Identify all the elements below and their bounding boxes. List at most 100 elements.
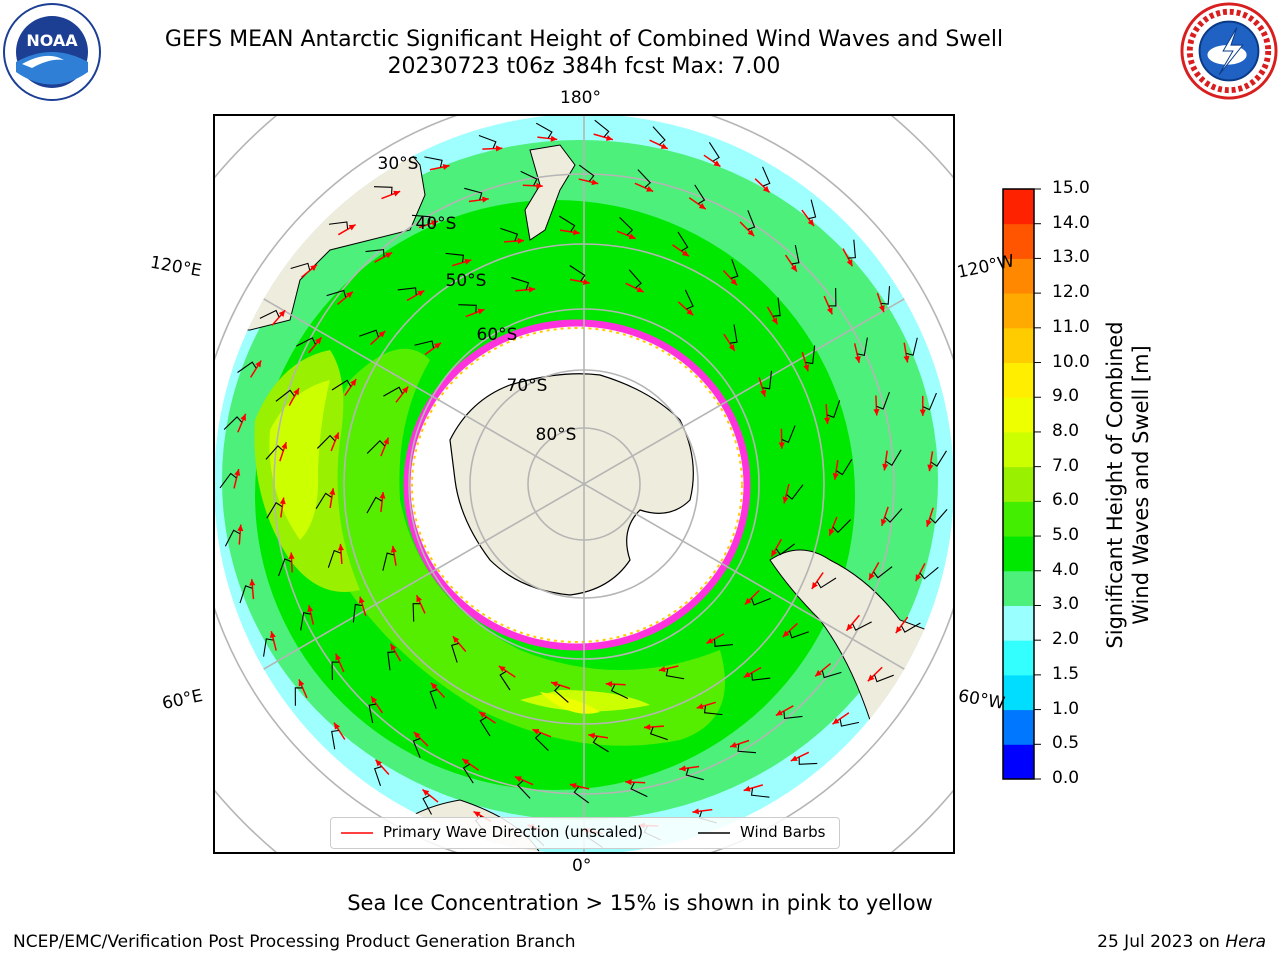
wind-barb — [637, 169, 652, 188]
wind-barb — [929, 508, 948, 524]
wave-arrow-head — [679, 765, 686, 772]
wind-barb — [573, 786, 590, 804]
wind-barb — [610, 684, 629, 700]
wind-barb — [630, 782, 648, 798]
wind-barb — [462, 763, 474, 784]
wave-arrow-head — [334, 722, 340, 730]
wind-barb — [266, 501, 283, 519]
wave-arrow-head — [867, 674, 875, 682]
wave-arrow-head — [473, 811, 481, 818]
wind-barb — [458, 304, 477, 313]
wind-barb — [930, 450, 947, 467]
wave-arrow-head — [393, 190, 401, 197]
wave-arrow-head — [903, 355, 910, 363]
wind-barb — [750, 788, 770, 798]
wave-arrow-head — [430, 682, 438, 690]
wave-arrow-head — [337, 543, 344, 551]
wave-arrow-head — [378, 330, 386, 338]
wind-barb — [445, 252, 465, 263]
wave-arrow-head — [747, 229, 755, 237]
wind-barb — [694, 184, 706, 205]
colorbar-swatch — [1003, 258, 1034, 294]
wave-arrow-head — [878, 305, 885, 313]
wave-arrow-head — [442, 163, 450, 170]
wave-arrow-head — [278, 310, 286, 318]
wind-barb — [730, 259, 739, 279]
wave-arrow-head — [416, 595, 422, 603]
wind-barb — [359, 329, 379, 338]
map-frame — [213, 114, 955, 854]
date-stamp: 25 Jul 2023 on Hera — [1097, 932, 1266, 952]
wind-barb — [786, 484, 804, 500]
legend: Primary Wave Direction (unscaled) Wind B… — [330, 817, 840, 849]
wave-arrow-head — [713, 160, 721, 167]
wave-arrow-head — [728, 344, 735, 352]
wave-arrow-head — [417, 290, 425, 297]
lat-label-30s: 30°S — [378, 154, 419, 174]
wave-arrow-head — [854, 356, 861, 363]
wind-barb — [223, 416, 243, 430]
colorbar-swatch — [1003, 362, 1034, 398]
wave-arrow-head — [536, 182, 543, 189]
chart-subtitle: 20230723 t06z 384h fcst Max: 7.00 — [387, 54, 781, 79]
date-text: 25 Jul 2023 on — [1097, 932, 1226, 952]
colorbar-swatch — [1003, 293, 1034, 329]
wind-barb — [713, 639, 734, 647]
wind-barb — [828, 287, 837, 307]
lat-label-40s: 40°S — [416, 214, 457, 234]
sea-ice-note: Sea Ice Concentration > 15% is shown in … — [347, 891, 933, 915]
colorbar-swatch — [1003, 570, 1034, 606]
colorbar-swatch — [1003, 397, 1034, 433]
wind-barb — [296, 337, 316, 347]
wave-arrow-head — [868, 572, 875, 580]
wave-arrow-head — [743, 671, 751, 678]
colorbar-tick-label: 11.0 — [1052, 316, 1090, 337]
wave-arrow-head — [826, 307, 833, 315]
wind-barb — [884, 508, 903, 523]
wave-arrow-head — [730, 741, 737, 748]
wind-barb — [382, 552, 395, 571]
wind-barb — [331, 729, 339, 750]
wind-barb — [275, 389, 295, 402]
wave-arrow-head — [743, 785, 751, 792]
wave-arrow-head — [383, 437, 389, 445]
wind-barb — [775, 543, 796, 556]
wind-barb — [352, 603, 363, 623]
wind-barb — [805, 345, 816, 365]
colorbar-tick-label: 4.0 — [1052, 559, 1080, 580]
credit-text: NCEP/EMC/Verification Post Processing Pr… — [13, 932, 576, 952]
wind-barb — [265, 445, 284, 460]
wind-barb — [781, 425, 796, 444]
wind-barb — [730, 324, 738, 344]
wind-barb — [328, 221, 349, 229]
wind-barb — [500, 227, 519, 241]
wave-arrow-head — [495, 145, 503, 152]
wind-barb — [922, 392, 937, 411]
wave-arrow-head — [315, 337, 322, 345]
colorbar-tick-label: 14.0 — [1052, 212, 1090, 233]
colorbar-tick-label: 10.0 — [1052, 351, 1090, 372]
wave-arrow-head — [828, 528, 835, 536]
wave-arrow-head — [846, 623, 853, 631]
colorbar-tick-label: 9.0 — [1052, 386, 1080, 407]
wave-arrow-head — [588, 732, 595, 739]
wave-arrow-head — [682, 250, 689, 257]
wave-arrow-head — [807, 219, 814, 227]
wind-barb — [665, 668, 685, 680]
wind-barb — [316, 434, 336, 449]
wave-arrow-head — [532, 728, 540, 735]
wind-barb — [511, 276, 530, 290]
wind-barb — [762, 370, 773, 390]
wave-arrow-head — [335, 653, 342, 661]
wind-barb — [290, 262, 311, 271]
wave-arrow-head — [422, 789, 430, 796]
wind-barb — [816, 577, 837, 589]
wave-arrow-head — [698, 202, 706, 210]
wind-barb — [219, 472, 237, 489]
wave-arrow-head — [762, 185, 770, 193]
wave-arrow-head — [582, 278, 590, 285]
wind-barb — [534, 732, 549, 752]
wind-barb — [397, 287, 417, 295]
wind-barb — [331, 379, 352, 391]
wave-arrow-head — [782, 630, 790, 638]
